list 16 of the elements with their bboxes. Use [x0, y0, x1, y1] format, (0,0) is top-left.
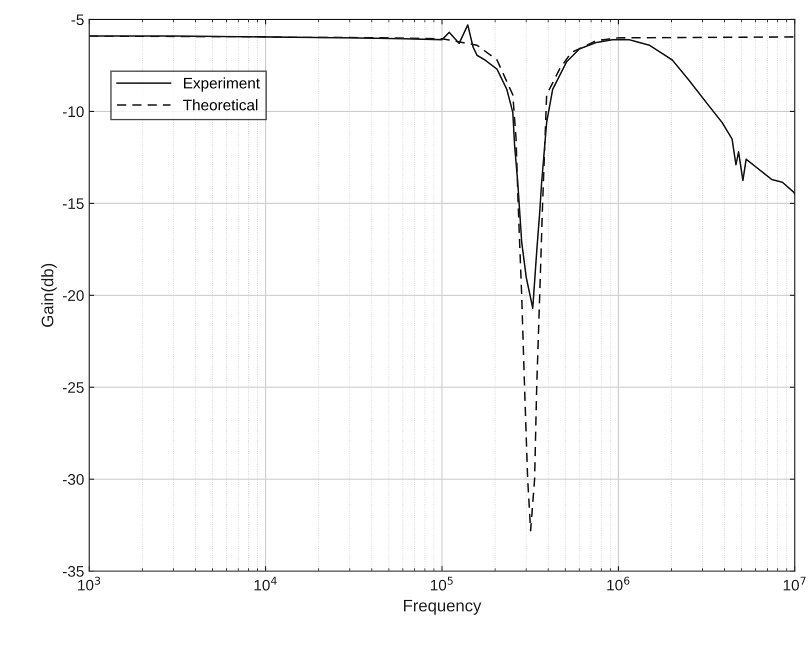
y-tick-label: -15	[62, 198, 84, 210]
x-tick-label: 10$^{3}$	[78, 576, 100, 591]
y-tick-label: -30	[62, 474, 84, 485]
y-axis-title: Gain(db)	[41, 264, 57, 327]
y-tick-label: -5	[71, 14, 84, 26]
x-axis-title: Frequency	[404, 600, 482, 615]
x-tick-label: 10$^{6}$	[607, 576, 630, 591]
y-tick-label: -10	[62, 106, 84, 118]
legend-label: Experiment	[184, 77, 260, 92]
y-tick-label: -25	[62, 382, 84, 393]
y-tick-label: -35	[62, 566, 84, 577]
x-tick-label: 10$^{7}$	[784, 576, 806, 591]
legend-label: Theoretical	[183, 99, 258, 110]
x-tick-label: 10$^{5}$	[430, 576, 453, 591]
x-tick-label: 10$^{4}$	[254, 576, 277, 591]
y-tick-label: -20	[62, 290, 84, 301]
